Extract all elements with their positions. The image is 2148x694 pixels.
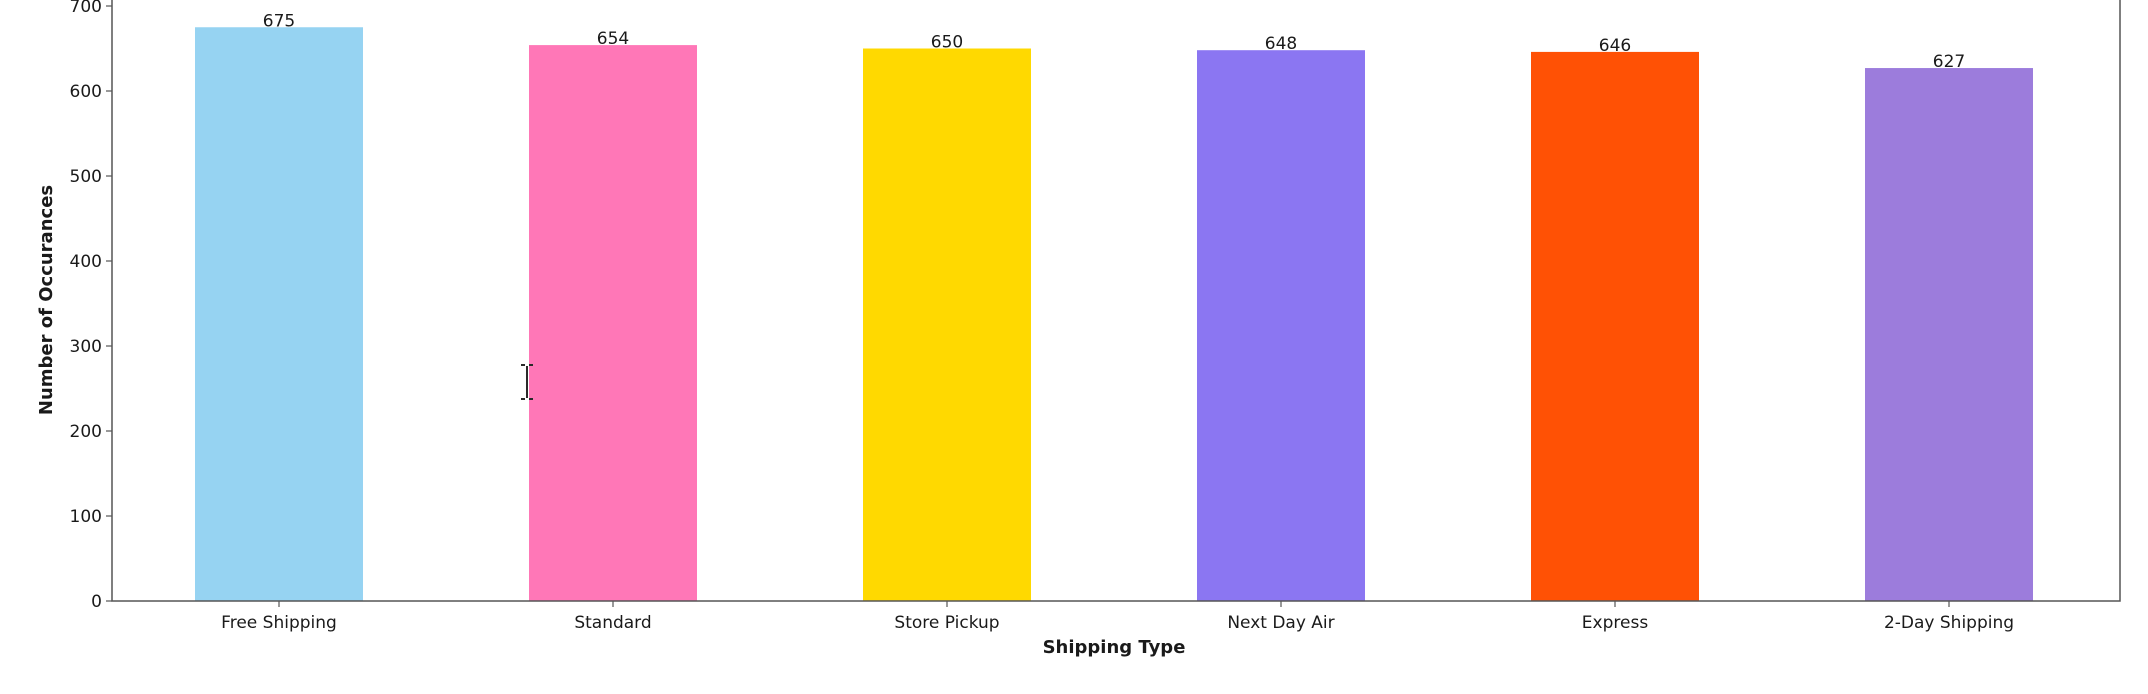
- bar-2: [863, 48, 1031, 601]
- y-tick-label-1: 100: [70, 507, 102, 527]
- bar-3: [1197, 50, 1365, 601]
- y-tick-label-6: 600: [70, 82, 102, 102]
- y-tick-label-5: 500: [70, 167, 102, 187]
- bar-0: [195, 27, 363, 601]
- y-tick-label-0: 0: [91, 592, 102, 612]
- value-label-1: 654: [597, 29, 629, 49]
- bar-5: [1865, 68, 2033, 602]
- bar-1: [529, 45, 697, 602]
- x-axis-ticks: Free Shipping Standard Store Pickup Next Da…: [221, 601, 2014, 633]
- value-label-2: 650: [931, 33, 963, 53]
- value-label-0: 675: [263, 11, 295, 31]
- text-cursor-icon: [519, 364, 535, 400]
- y-tick-label-4: 400: [70, 252, 102, 272]
- x-tick-label-0: Free Shipping: [221, 613, 337, 633]
- value-label-3: 648: [1265, 34, 1297, 54]
- y-axis-ticks: 0 100 200 300 400 500 600 700: [70, 0, 112, 612]
- plot-frame: [111, 0, 2121, 602]
- x-tick-label-1: Standard: [574, 613, 651, 633]
- bars-layer: [195, 27, 2033, 602]
- y-tick-label-3: 300: [70, 337, 102, 357]
- x-tick-label-2: Store Pickup: [894, 613, 999, 633]
- x-tick-label-5: 2-Day Shipping: [1884, 613, 2014, 633]
- x-axis-title: Shipping Type: [1043, 637, 1186, 658]
- x-tick-label-4: Express: [1582, 613, 1649, 633]
- bar-4: [1531, 51, 1699, 601]
- x-tick-label-3: Next Day Air: [1227, 613, 1334, 633]
- y-tick-label-2: 200: [70, 422, 102, 442]
- value-labels-layer: 675 654 650 648 646 627: [263, 11, 1965, 72]
- value-label-5: 627: [1933, 52, 1965, 72]
- value-label-4: 646: [1599, 36, 1631, 56]
- y-tick-label-7: 700: [70, 0, 102, 17]
- y-axis-title: Number of Occurances: [36, 185, 57, 415]
